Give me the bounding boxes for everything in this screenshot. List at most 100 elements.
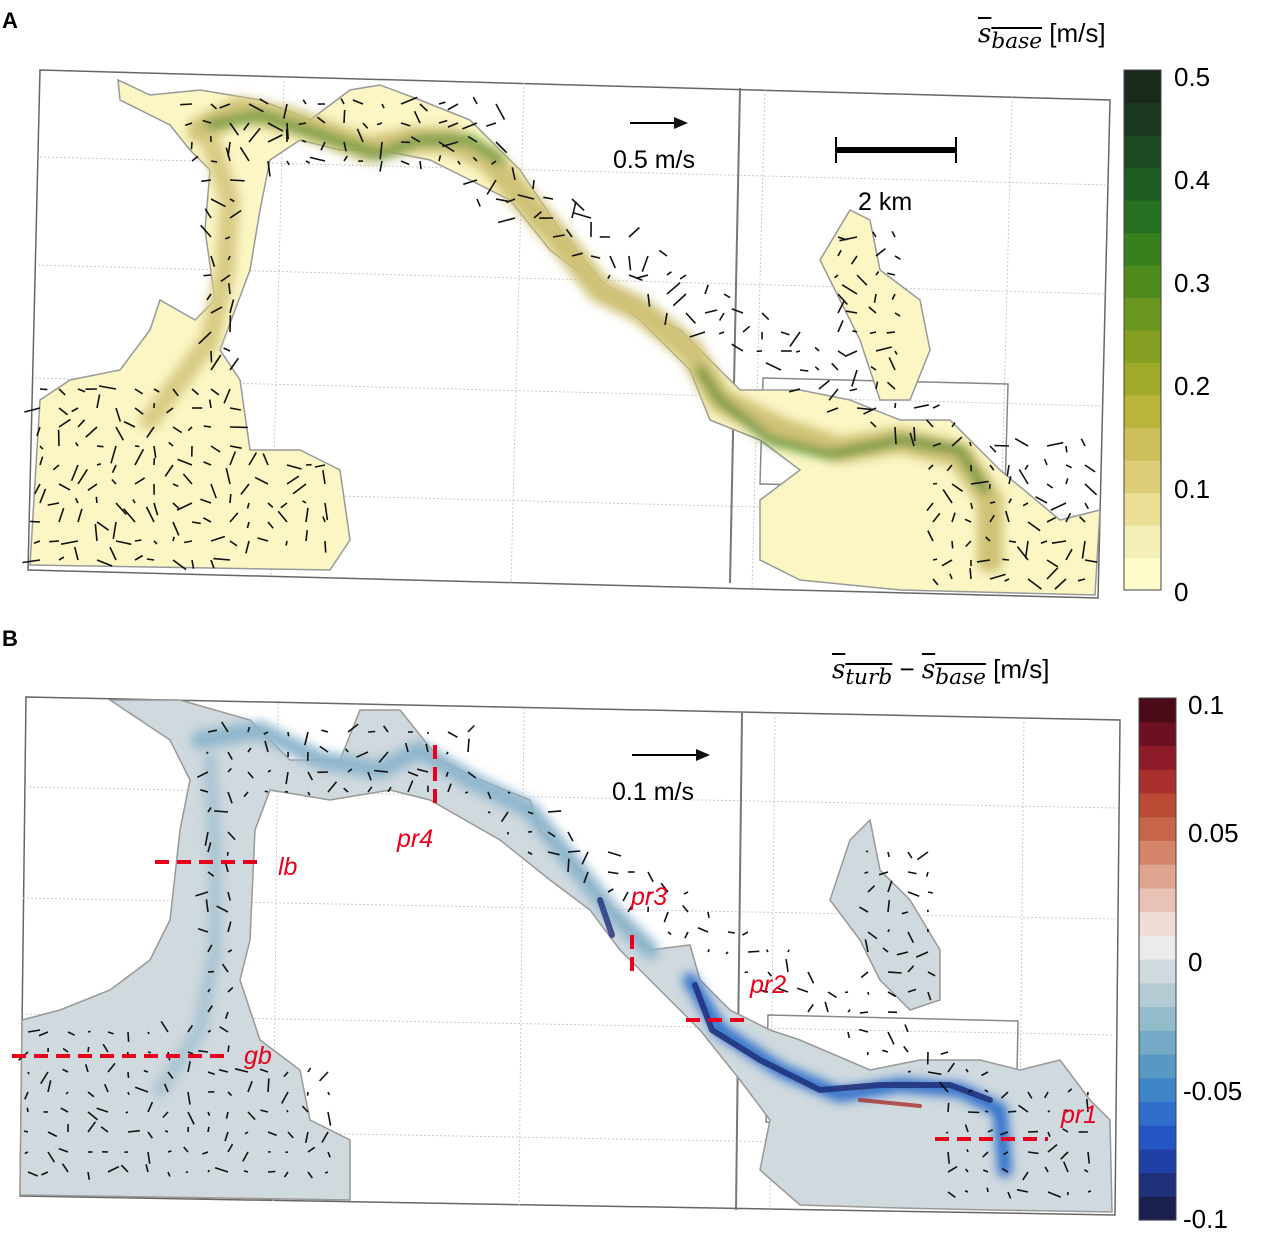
vector-a-arrow-165 [837,350,846,357]
vector-b-arrow-273 [207,1126,210,1133]
colorbar-a-block-7 [1124,330,1161,364]
vector-a-arrow-85 [533,210,542,219]
vector-a-arrow-374 [22,559,41,564]
vector-b-arrow-95 [622,891,629,902]
vector-a-arrow-207 [856,407,872,411]
colorbar-b-tick-2: 0 [1188,947,1203,977]
colorbar-a-subscript: base [991,29,1043,55]
vector-b-arrow-167 [87,1030,91,1033]
water-body-a [29,78,1101,596]
vector-a-arrow-212 [36,426,41,437]
colorbar-a-tick-2: 0.3 [1174,268,1211,298]
vector-b-arrow-277 [287,1131,294,1139]
vector-b-arrow-75 [581,851,589,865]
vector-a-arrow-120 [856,274,868,286]
vector-a-arrow-8 [340,98,345,105]
vector-b-arrow-149 [777,987,789,993]
vector-a-arrow-378 [109,546,117,561]
vector-a-arrow-252 [96,463,102,466]
vector-b-arrow-278 [304,1131,309,1143]
vector-b-arrow-98 [683,891,689,895]
vector-b-arrow-203 [187,1061,191,1073]
vector-b-arrow-236 [1027,1091,1033,1099]
vector-a-arrow-363 [305,530,308,542]
vector-a-arrow-276 [77,468,88,485]
water-body-b [19,699,1113,1213]
colorbar-b-block-5 [1139,1077,1176,1102]
vector-b-arrow-216 [24,1091,29,1100]
vector-b-arrow-134 [896,951,909,956]
vector-a-arrow-19 [229,122,240,136]
vector-a-arrow-111 [894,255,901,260]
vector-b-arrow-79 [907,851,913,859]
vector-b-arrow-115 [227,921,232,933]
vector-a-arrow-361 [257,537,269,542]
vector-b-arrow-303 [327,1151,331,1158]
vector-a-arrow-249 [39,456,44,466]
vector-b-arrow-100 [887,880,893,893]
vector-a-arrow-177 [888,357,896,371]
vector-a-arrow-25 [343,109,346,124]
vector-a-arrow-156 [869,331,877,335]
vector-a-arrow-105 [628,255,632,271]
vector-a-arrow-384 [213,557,231,561]
vector-b-arrow-285 [1047,1131,1051,1138]
vector-b-arrow-16 [247,747,252,753]
flow-field-a [140,96,1003,573]
vector-a-arrow-317 [970,502,974,510]
colorbar-a-block-4 [1124,427,1161,461]
vector-a-arrow-119 [834,274,839,279]
vector-b-arrow-87 [647,871,654,883]
vector-a-arrow-312 [280,502,288,509]
vector-b-arrow-69 [567,831,574,842]
vector-a-arrow-67 [491,160,497,165]
vector-a-arrow-324 [30,520,41,523]
vector-b-arrow-137 [221,963,229,973]
vector-b-arrow-187 [187,1051,194,1055]
colorbar-b-block-10 [1139,959,1176,984]
vector-a-arrow-68 [201,179,212,183]
vector-b-arrow-326 [307,1171,313,1179]
vector-a-arrow-368 [985,536,991,542]
vector-scale-b-label: 0.1 m/s [612,778,694,806]
vector-b-arrow-316 [107,1165,120,1173]
vector-b-arrow-0 [207,729,218,733]
vector-a-arrow-172 [799,369,809,372]
vector-b-arrow-38 [407,771,419,777]
vector-a-arrow-134 [210,306,223,314]
vector-a-arrow-185 [172,388,179,397]
vector-a-arrow-316 [942,488,953,504]
vector-b-arrow-20 [319,745,329,753]
vector-a-arrow-42 [343,141,347,152]
section-lines [12,745,1048,1141]
vector-b-arrow-254 [301,1105,309,1113]
vector-a-arrow-61 [379,160,383,172]
vector-b-arrow-259 [1007,1110,1017,1113]
vector-b-arrow-189 [227,1045,230,1053]
vector-a-arrow-247 [1065,445,1068,453]
vector-b-arrow-339 [1007,1191,1012,1199]
vector-b-arrow-185 [147,1051,151,1054]
vector-a-arrow-178 [39,388,48,391]
vector-a-arrow-367 [965,540,972,548]
vector-a-arrow-214 [77,419,86,428]
vector-b-arrow-61 [500,811,509,823]
vector-b-arrow-60 [487,811,491,814]
vector-b-arrow-47 [307,791,311,796]
vector-b-arrow-70 [207,842,212,853]
vector-a-arrow-141 [761,312,770,321]
vector-b-arrow-156 [927,991,932,1001]
vector-b-arrow-78 [887,851,890,858]
colorbar-b-block-16 [1139,816,1176,841]
vector-a-arrow-209 [894,402,897,409]
vector-a-arrow-246 [1046,441,1064,447]
vector-a-arrow-328 [112,521,117,539]
vector-a-arrow-372 [1051,540,1067,544]
vector-a-arrow-357 [183,540,193,544]
vector-b-arrow-145 [927,971,936,977]
colorbar-b-block-3 [1139,1125,1176,1150]
vector-a-arrow-397 [989,573,1006,580]
vector-a-arrow-171 [765,362,782,371]
vector-a-arrow-320 [1022,502,1029,507]
